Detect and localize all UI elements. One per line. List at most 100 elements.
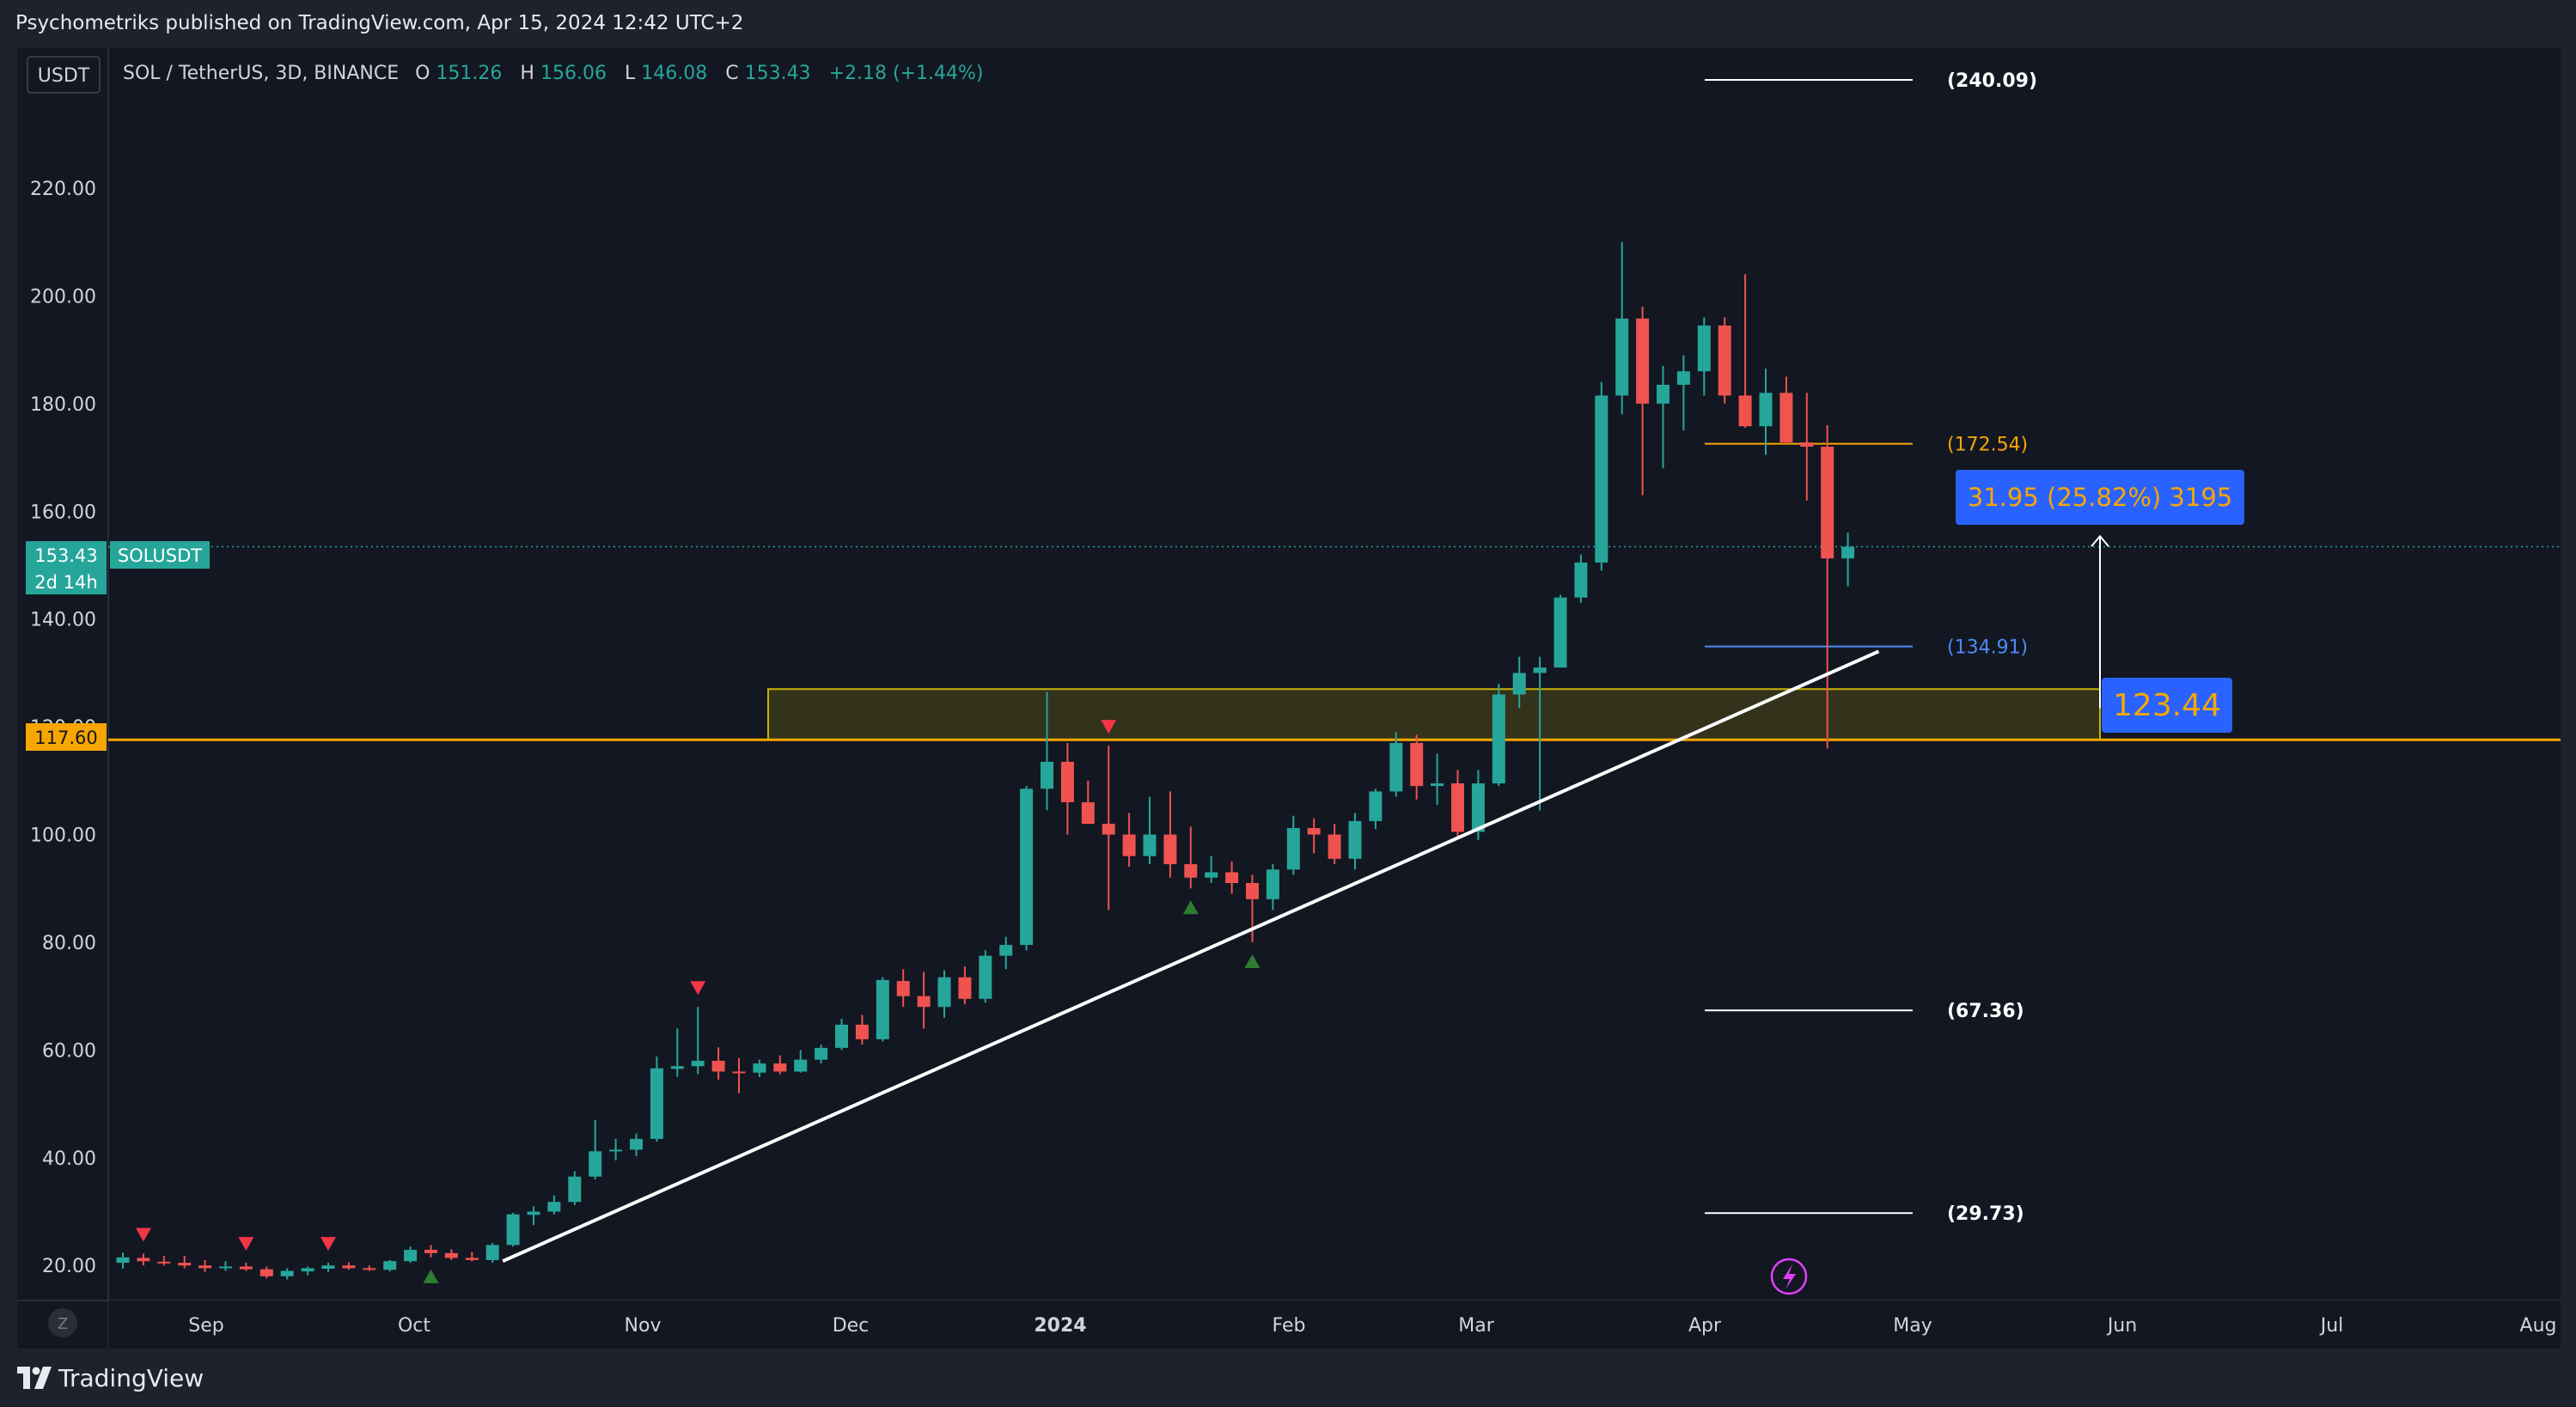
candle-body[interactable] xyxy=(424,1250,437,1253)
candle-body[interactable] xyxy=(794,1059,808,1072)
publisher-text: Psychometriks published on TradingView.c… xyxy=(15,12,744,34)
candle-body[interactable] xyxy=(1410,742,1424,787)
candle-body[interactable] xyxy=(1636,318,1650,404)
candle-body[interactable] xyxy=(1431,783,1444,787)
candle-body[interactable] xyxy=(301,1268,314,1272)
candle-body[interactable] xyxy=(116,1257,130,1264)
tradingview-logo[interactable]: TradingView xyxy=(17,1361,204,1395)
candle-body[interactable] xyxy=(1348,820,1362,859)
candle-body[interactable] xyxy=(1225,872,1239,883)
candle-body[interactable] xyxy=(1657,384,1670,404)
z-button[interactable]: Z xyxy=(48,1308,77,1337)
candle-body[interactable] xyxy=(383,1261,397,1270)
candle-body[interactable] xyxy=(178,1263,192,1266)
symbol-badge-label: SOLUSDT xyxy=(118,545,202,566)
candle-body[interactable] xyxy=(1574,562,1588,598)
candle-body[interactable] xyxy=(1512,673,1526,695)
candle-body[interactable] xyxy=(1369,791,1383,821)
lightning-icon[interactable] xyxy=(1770,1258,1808,1295)
candle-body[interactable] xyxy=(855,1024,869,1039)
candle-body[interactable] xyxy=(465,1258,479,1260)
candle-body[interactable] xyxy=(691,1060,705,1067)
candle-body[interactable] xyxy=(958,977,972,999)
candle-body[interactable] xyxy=(485,1245,499,1260)
candle-body[interactable] xyxy=(1060,761,1074,802)
candle-body[interactable] xyxy=(1102,824,1115,835)
candle-body[interactable] xyxy=(999,945,1013,956)
candle-body[interactable] xyxy=(896,981,910,996)
candle-body[interactable] xyxy=(917,996,931,1008)
candle-body[interactable] xyxy=(1471,783,1485,832)
candle-body[interactable] xyxy=(1389,742,1403,792)
candle-body[interactable] xyxy=(1821,447,1834,559)
currency-button[interactable] xyxy=(27,56,101,94)
candle-body[interactable] xyxy=(630,1138,643,1150)
candle-body[interactable] xyxy=(711,1060,725,1072)
candle-body[interactable] xyxy=(732,1071,746,1074)
candle-body[interactable] xyxy=(1246,883,1259,899)
candle-body[interactable] xyxy=(1492,694,1505,783)
candle-body[interactable] xyxy=(137,1258,150,1262)
candle-body[interactable] xyxy=(1718,325,1731,396)
candle-body[interactable] xyxy=(363,1268,376,1270)
candle-body[interactable] xyxy=(1266,869,1279,899)
candle-body[interactable] xyxy=(609,1149,623,1152)
candle-body[interactable] xyxy=(527,1211,540,1215)
candle-body[interactable] xyxy=(1676,371,1690,385)
fib-level-label: (29.73) xyxy=(1947,1203,2024,1225)
candle-body[interactable] xyxy=(1759,393,1773,427)
candle-body[interactable] xyxy=(444,1252,458,1258)
candle-body[interactable] xyxy=(589,1151,602,1177)
candle-body[interactable] xyxy=(773,1063,787,1072)
y-tick-label: 220.00 xyxy=(30,179,96,200)
candle-body[interactable] xyxy=(1286,828,1300,870)
candle-body[interactable] xyxy=(404,1250,418,1262)
candle-body[interactable] xyxy=(1738,395,1752,427)
candle-body[interactable] xyxy=(1184,864,1198,878)
level-price-value: 117.60 xyxy=(34,728,97,748)
candle-body[interactable] xyxy=(1800,442,1814,448)
candle-body[interactable] xyxy=(1451,783,1464,832)
candle-body[interactable] xyxy=(1779,393,1793,443)
candle-body[interactable] xyxy=(1697,325,1711,372)
price-chart[interactable]: 240.00220.00200.00180.00160.00140.00120.… xyxy=(17,48,2561,1349)
candle-body[interactable] xyxy=(937,977,951,1008)
x-tick-label: May xyxy=(1893,1315,1932,1337)
candle-body[interactable] xyxy=(650,1068,663,1139)
candle-body[interactable] xyxy=(1122,834,1136,856)
candle-body[interactable] xyxy=(1533,667,1547,673)
x-tick-label: Dec xyxy=(833,1315,870,1337)
candle-body[interactable] xyxy=(1205,872,1218,878)
candle-body[interactable] xyxy=(1081,801,1095,825)
candle-body[interactable] xyxy=(835,1024,848,1048)
candle-body[interactable] xyxy=(1615,318,1629,396)
candle-body[interactable] xyxy=(876,979,889,1039)
candle-body[interactable] xyxy=(815,1047,828,1060)
candle-body[interactable] xyxy=(1143,834,1157,856)
candle-body[interactable] xyxy=(506,1214,520,1246)
candle-body[interactable] xyxy=(1554,597,1567,668)
candle-body[interactable] xyxy=(568,1176,582,1203)
candle-body[interactable] xyxy=(753,1063,766,1073)
candle-body[interactable] xyxy=(1020,789,1034,946)
candle-body[interactable] xyxy=(259,1269,273,1276)
candle-body[interactable] xyxy=(1595,395,1608,563)
candle-body[interactable] xyxy=(1328,834,1341,859)
candle-body[interactable] xyxy=(219,1266,232,1269)
candle-body[interactable] xyxy=(198,1265,212,1269)
candle-body[interactable] xyxy=(1163,834,1177,865)
candle-body[interactable] xyxy=(157,1261,171,1264)
trendline-layer xyxy=(502,649,1880,1264)
candle-body[interactable] xyxy=(342,1265,356,1269)
candle-body[interactable] xyxy=(1307,828,1321,835)
candle-body[interactable] xyxy=(280,1270,294,1276)
candle-body[interactable] xyxy=(1041,761,1053,789)
candle-body[interactable] xyxy=(979,955,992,999)
candle-body[interactable] xyxy=(547,1202,561,1212)
candle-body[interactable] xyxy=(670,1066,684,1069)
candle-body[interactable] xyxy=(239,1266,253,1270)
candles[interactable] xyxy=(116,241,1855,1280)
candle-body[interactable] xyxy=(1841,546,1855,559)
candle-body[interactable] xyxy=(321,1265,335,1270)
chart-frame[interactable]: 240.00220.00200.00180.00160.00140.00120.… xyxy=(17,48,2561,1349)
